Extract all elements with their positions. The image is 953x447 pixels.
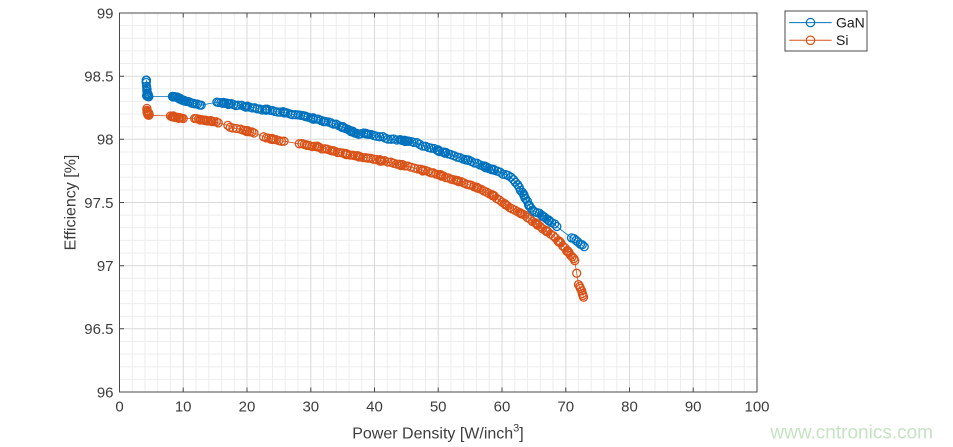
svg-text:100: 100	[744, 399, 769, 416]
svg-text:www.cntronics.com: www.cntronics.com	[769, 423, 933, 444]
svg-text:Power Density [W/inch3]: Power Density [W/inch3]	[352, 423, 524, 443]
svg-text:99: 99	[97, 5, 114, 22]
svg-text:GaN: GaN	[836, 14, 865, 30]
svg-text:60: 60	[494, 399, 511, 416]
svg-text:30: 30	[302, 399, 319, 416]
svg-text:Efficiency [%]: Efficiency [%]	[63, 155, 80, 251]
svg-text:97.5: 97.5	[84, 195, 113, 212]
svg-text:96: 96	[97, 384, 114, 401]
svg-text:Si: Si	[836, 32, 848, 48]
svg-text:20: 20	[239, 399, 256, 416]
svg-text:40: 40	[366, 399, 383, 416]
svg-text:0: 0	[115, 399, 123, 416]
svg-text:10: 10	[175, 399, 192, 416]
svg-text:80: 80	[621, 399, 638, 416]
svg-text:90: 90	[685, 399, 702, 416]
svg-text:98.5: 98.5	[84, 69, 113, 86]
svg-text:97: 97	[97, 258, 114, 275]
svg-text:50: 50	[430, 399, 447, 416]
svg-text:98: 98	[97, 132, 114, 149]
svg-text:70: 70	[557, 399, 574, 416]
svg-text:96.5: 96.5	[84, 321, 113, 338]
